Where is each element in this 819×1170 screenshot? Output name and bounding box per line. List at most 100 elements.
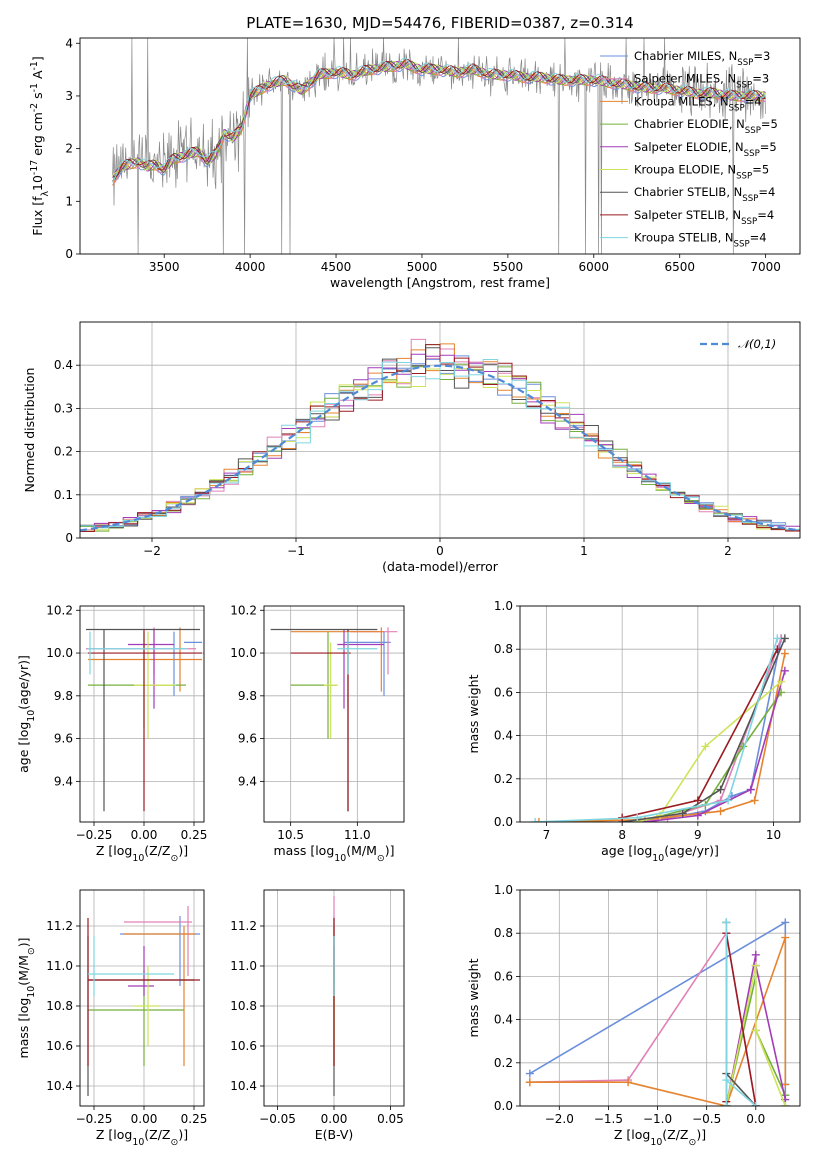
y-axis-label: mass [log10(M/M⊙)] — [16, 938, 37, 1059]
x-tick-label: 0.05 — [377, 1112, 404, 1126]
y-tick-label: 1 — [65, 194, 73, 208]
plot-area — [80, 338, 800, 532]
x-axis-label: age [log10(age/yr)] — [601, 843, 719, 864]
y-tick-label: 11.2 — [230, 919, 257, 933]
x-tick-label: −1 — [287, 544, 305, 558]
plot-area — [86, 627, 202, 812]
y-tick-label: 0.2 — [54, 445, 73, 459]
x-axis-label: (data-model)/error — [382, 559, 499, 574]
x-tick-label: 10 — [766, 828, 781, 842]
mass-weight-marker — [751, 961, 760, 970]
mass-weight-marker — [780, 649, 789, 658]
y-tick-label: 10.0 — [46, 646, 73, 660]
legend-entry: Salpeter STELIB, NSSP=4 — [634, 208, 774, 227]
mass-weight-line — [538, 653, 786, 822]
model-spectrum-4 — [112, 60, 766, 178]
y-tick-label: 11.2 — [46, 919, 73, 933]
mass-weight-marker — [534, 818, 543, 822]
x-tick-label: −0.25 — [76, 828, 113, 842]
mass-weight-marker — [781, 918, 790, 927]
x-tick-label: 4000 — [235, 260, 266, 274]
y-tick-label: 10.2 — [230, 603, 257, 617]
y-tick-label: 10.8 — [230, 999, 257, 1013]
x-tick-label: 7000 — [750, 260, 781, 274]
x-tick-label: 3500 — [149, 260, 180, 274]
y-tick-label: 0.4 — [494, 1013, 513, 1027]
x-axis-label: E(B-V) — [315, 1127, 354, 1142]
y-axis-label: Flux [fλ10-17 erg cm-2 s-1 A-1] — [29, 56, 51, 235]
x-tick-label: 0 — [436, 544, 444, 558]
x-tick-label: −1.0 — [643, 1112, 672, 1126]
y-tick-label: 9.8 — [238, 689, 257, 703]
plot-area — [531, 634, 789, 822]
panel-age-vs-Z: −0.25 0.00 0.25 9.4 9.6 9.8 10.0 10.2 Z [log10(Z… — [16, 603, 207, 863]
mass-weight-marker — [751, 950, 760, 959]
mass-weight-marker — [780, 666, 789, 675]
mass-weight-marker — [624, 1078, 633, 1087]
y-tick-label: 0.2 — [494, 772, 513, 786]
x-tick-label: 0.25 — [181, 828, 208, 842]
x-tick-label: −1.5 — [594, 1112, 623, 1126]
y-tick-label: 1.0 — [494, 599, 513, 613]
legend-entry: Salpeter MILES, NSSP=3 — [634, 72, 769, 91]
y-tick-label: 0.6 — [494, 685, 513, 699]
y-tick-label: 0.8 — [494, 642, 513, 656]
y-axis-label: mass weight — [466, 958, 481, 1037]
y-tick-label: 10.6 — [230, 1039, 257, 1053]
legend-entry: 𝒩(0,1) — [738, 337, 776, 351]
axes-frame — [79, 889, 205, 1107]
axes-frame — [79, 37, 801, 255]
normal-reference-curve — [80, 364, 800, 532]
x-tick-label: 6500 — [664, 260, 695, 274]
legend-entry: Chabrier MILES, NSSP=3 — [634, 49, 770, 68]
y-tick-label: 0.0 — [494, 1099, 513, 1113]
mass-weight-marker — [693, 811, 702, 820]
mass-weight-marker — [781, 933, 790, 942]
mass-weight-marker — [525, 1078, 534, 1087]
x-tick-label: 9 — [694, 828, 702, 842]
mass-weight-marker — [716, 807, 725, 816]
x-tick-label: 7 — [543, 828, 551, 842]
axes-frame — [263, 889, 405, 1107]
mass-weight-marker — [751, 1026, 760, 1035]
y-axis-label: Normed distribution — [22, 368, 37, 493]
mass-weight-marker — [722, 1076, 731, 1085]
y-tick-label: 11.0 — [230, 959, 257, 973]
mass-weight-marker — [633, 813, 642, 822]
legend-entry: Chabrier STELIB, NSSP=4 — [634, 185, 775, 204]
mass-weight-marker — [773, 634, 782, 643]
model-spectrum-6 — [112, 60, 766, 178]
y-tick-label: 2 — [65, 142, 73, 156]
y-tick-label: 0.8 — [494, 926, 513, 940]
x-tick-label: −0.05 — [259, 1112, 296, 1126]
x-tick-label: 0.0 — [746, 1112, 765, 1126]
mass-weight-marker — [781, 1102, 790, 1106]
mass-weight-line — [644, 670, 786, 822]
y-tick-label: 0 — [65, 531, 73, 545]
mass-weight-marker — [678, 809, 687, 818]
legend-entry: Salpeter ELODIE, NSSP=5 — [634, 140, 777, 159]
y-tick-label: 9.4 — [54, 774, 73, 788]
x-tick-label: −2.0 — [545, 1112, 574, 1126]
mass-weight-line — [637, 680, 782, 822]
mass-weight-marker — [751, 1102, 760, 1106]
axes-frame — [79, 321, 801, 539]
y-axis-label: mass weight — [466, 674, 481, 753]
plot-area — [270, 627, 398, 812]
mass-weight-marker — [716, 796, 725, 805]
x-tick-label: −0.5 — [692, 1112, 721, 1126]
plot-area — [525, 918, 790, 1106]
histogram-7 — [80, 344, 800, 532]
mass-weight-marker — [750, 796, 759, 805]
x-tick-label: 0.00 — [131, 828, 158, 842]
y-tick-label: 10.8 — [46, 999, 73, 1013]
x-tick-label: 5000 — [407, 260, 438, 274]
x-tick-label: 0.00 — [131, 1112, 158, 1126]
mass-weight-marker — [780, 634, 789, 643]
mass-weight-marker — [693, 796, 702, 805]
axes-frame — [79, 605, 205, 823]
mass-weight-line — [535, 638, 779, 822]
mass-weight-marker — [746, 785, 755, 794]
x-tick-label: 4500 — [321, 260, 352, 274]
